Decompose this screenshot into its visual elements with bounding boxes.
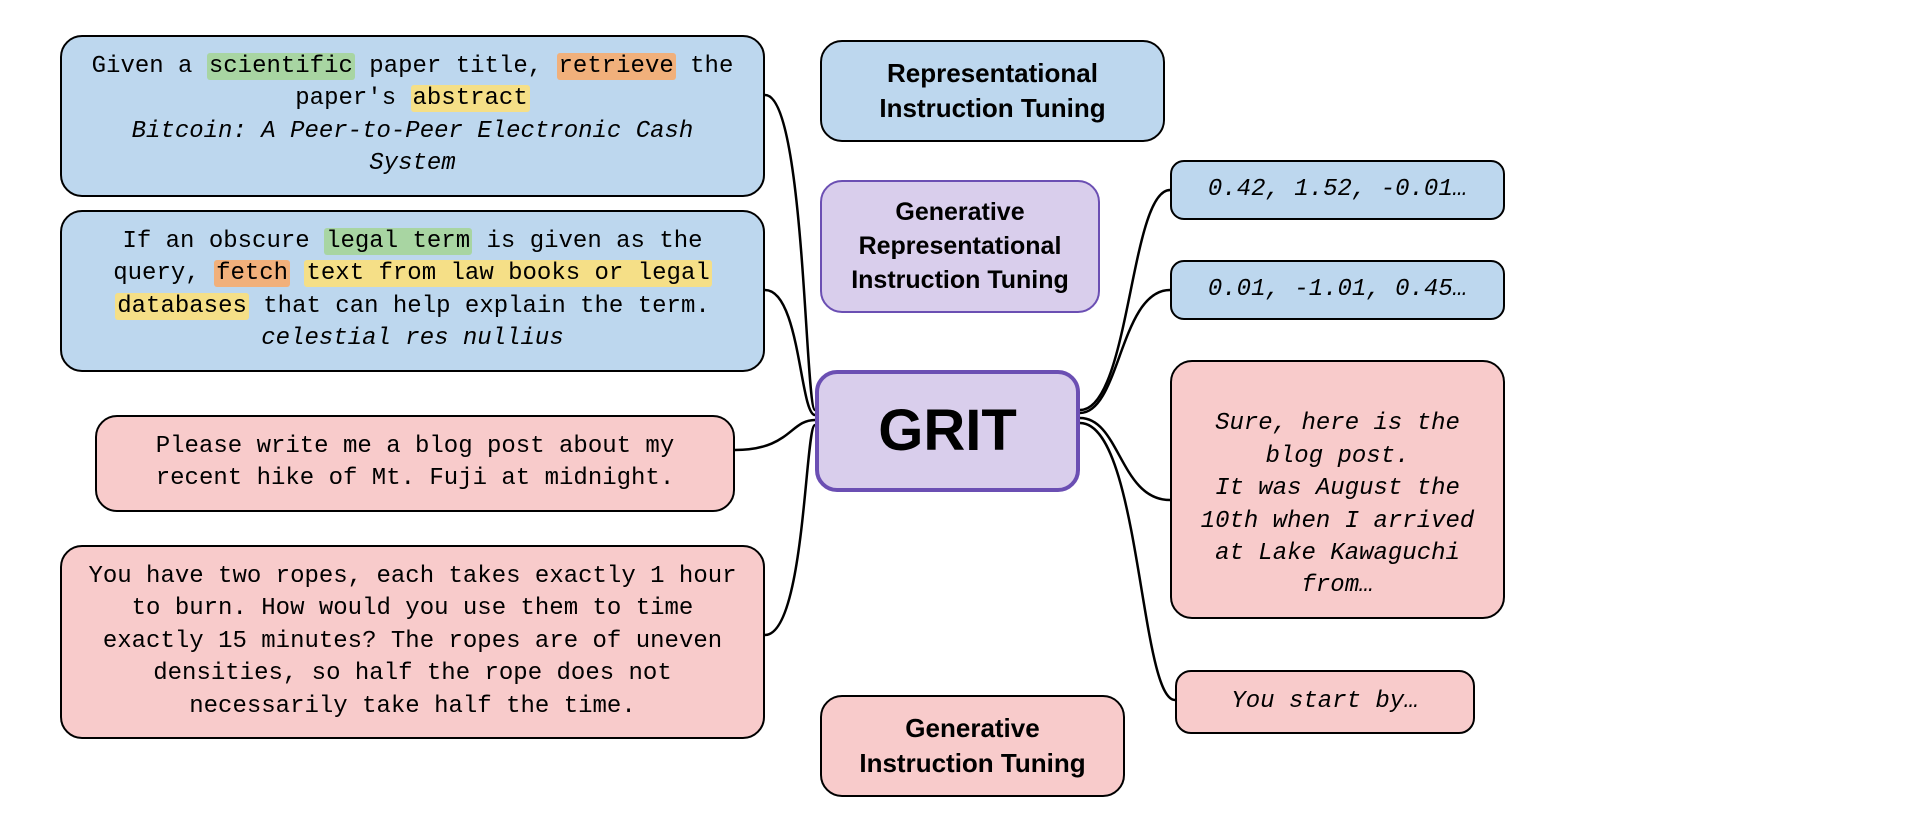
grit-box: GRIT bbox=[815, 370, 1080, 492]
txt bbox=[290, 260, 304, 287]
input-blue-2-line1: If an obscure legal term is given as the bbox=[84, 226, 741, 258]
input-blue-2-line3: databases that can help explain the term… bbox=[84, 291, 741, 323]
txt: Given a bbox=[92, 53, 207, 80]
input-blue-1-line1: Given a scientific paper title, retrieve… bbox=[84, 51, 741, 83]
label-generative-tuning: Generative Instruction Tuning bbox=[820, 695, 1125, 797]
input-blue-2: If an obscure legal term is given as the… bbox=[60, 210, 765, 372]
output-pink-1: Sure, here is the blog post. It was Augu… bbox=[1170, 360, 1505, 619]
hl-fetch: fetch bbox=[214, 260, 290, 287]
txt: paper's bbox=[295, 85, 410, 112]
hl-abstract: abstract bbox=[411, 85, 530, 112]
txt: the bbox=[676, 53, 734, 80]
txt: that can help explain the term. bbox=[249, 293, 710, 320]
txt: If an obscure bbox=[122, 228, 324, 255]
hl-databases: databases bbox=[115, 293, 249, 320]
input-pink-1: Please write me a blog post about my rec… bbox=[95, 415, 735, 512]
output-vector-2: 0.01, -1.01, 0.45… bbox=[1170, 260, 1505, 320]
hl-scientific: scientific bbox=[207, 53, 355, 80]
output-vector-1-text: 0.42, 1.52, -0.01… bbox=[1208, 176, 1467, 203]
txt: paper title, bbox=[355, 53, 557, 80]
label-text: Generative Representational Instruction … bbox=[851, 198, 1069, 294]
output-vector-1: 0.42, 1.52, -0.01… bbox=[1170, 160, 1505, 220]
label-text: Generative Instruction Tuning bbox=[859, 713, 1085, 778]
output-pink-1-text: Sure, here is the blog post. It was Augu… bbox=[1201, 410, 1475, 599]
input-blue-1-line2: paper's abstract bbox=[84, 83, 741, 115]
label-representational-tuning: Representational Instruction Tuning bbox=[820, 40, 1165, 142]
input-pink-2-text: You have two ropes, each takes exactly 1… bbox=[88, 563, 736, 720]
input-pink-1-text: Please write me a blog post about my rec… bbox=[156, 433, 674, 492]
hl-text-from-law: text from law books or legal bbox=[304, 260, 711, 287]
output-pink-2-text: You start by… bbox=[1231, 688, 1418, 715]
hl-retrieve: retrieve bbox=[557, 53, 676, 80]
output-pink-2: You start by… bbox=[1175, 670, 1475, 734]
input-blue-2-example: celestial res nullius bbox=[84, 323, 741, 355]
input-blue-1: Given a scientific paper title, retrieve… bbox=[60, 35, 765, 197]
hl-legal-term: legal term bbox=[324, 228, 472, 255]
input-blue-2-line2: query, fetch text from law books or lega… bbox=[84, 258, 741, 290]
output-vector-2-text: 0.01, -1.01, 0.45… bbox=[1208, 276, 1467, 303]
txt: is given as the bbox=[472, 228, 702, 255]
txt: query, bbox=[113, 260, 214, 287]
label-generative-representational-tuning: Generative Representational Instruction … bbox=[820, 180, 1100, 313]
input-pink-2: You have two ropes, each takes exactly 1… bbox=[60, 545, 765, 739]
label-text: Representational Instruction Tuning bbox=[879, 58, 1105, 123]
input-blue-1-example: Bitcoin: A Peer-to-Peer Electronic Cash … bbox=[84, 116, 741, 181]
grit-text: GRIT bbox=[878, 398, 1017, 463]
